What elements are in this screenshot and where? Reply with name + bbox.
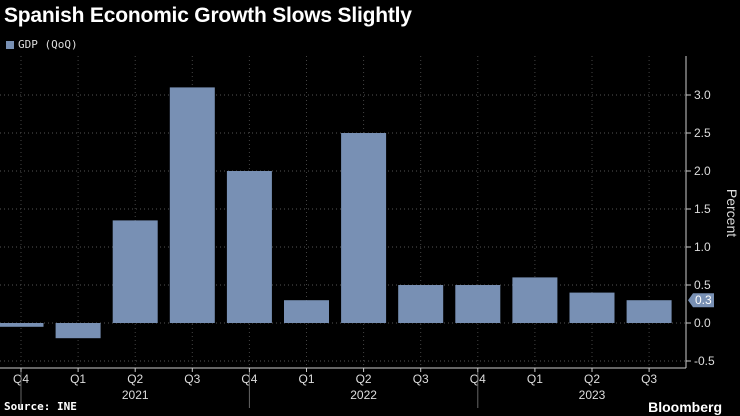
- bar: [398, 285, 444, 323]
- legend-label: GDP (QoQ): [18, 38, 78, 51]
- bar: [455, 285, 501, 323]
- legend: GDP (QoQ): [6, 38, 78, 51]
- y-tick-label: 0.0: [694, 316, 711, 330]
- bar: [0, 323, 44, 327]
- bar: [55, 323, 101, 339]
- year-label: 2022: [350, 388, 377, 402]
- x-tick-label: Q2: [356, 372, 372, 386]
- y-axis-label: Percent: [724, 189, 740, 237]
- year-label: 2021: [122, 388, 149, 402]
- bar: [341, 133, 387, 323]
- bar: [284, 300, 329, 323]
- y-tick-label: 2.0: [694, 164, 711, 178]
- bar: [112, 220, 158, 323]
- y-tick-label: 3.0: [694, 88, 711, 102]
- last-value-label: 0.3: [695, 293, 712, 307]
- bar: [626, 300, 672, 323]
- source-note: Source: INE: [4, 400, 77, 413]
- x-tick-label: Q2: [127, 372, 143, 386]
- y-tick-label: 1.5: [694, 202, 711, 216]
- bar: [169, 87, 215, 324]
- bar: [226, 171, 272, 323]
- x-tick-label: Q1: [70, 372, 86, 386]
- bar: [569, 292, 615, 323]
- x-tick-label: Q3: [641, 372, 657, 386]
- bar: [512, 277, 558, 323]
- x-tick-label: Q2: [584, 372, 600, 386]
- x-tick-label: Q3: [184, 372, 200, 386]
- legend-swatch: [6, 40, 14, 49]
- chart-title: Spanish Economic Growth Slows Slightly: [4, 4, 412, 27]
- y-tick-label: -0.5: [694, 354, 715, 368]
- x-tick-label: Q1: [527, 372, 543, 386]
- last-value-tag: [688, 293, 714, 308]
- y-tick-label: 2.5: [694, 126, 711, 140]
- x-tick-label: Q1: [298, 372, 314, 386]
- y-tick-label: 0.5: [694, 278, 711, 292]
- brand-logo: Bloomberg: [648, 399, 722, 415]
- year-label: 2023: [579, 388, 606, 402]
- x-tick-label: Q3: [413, 372, 429, 386]
- y-tick-label: 1.0: [694, 240, 711, 254]
